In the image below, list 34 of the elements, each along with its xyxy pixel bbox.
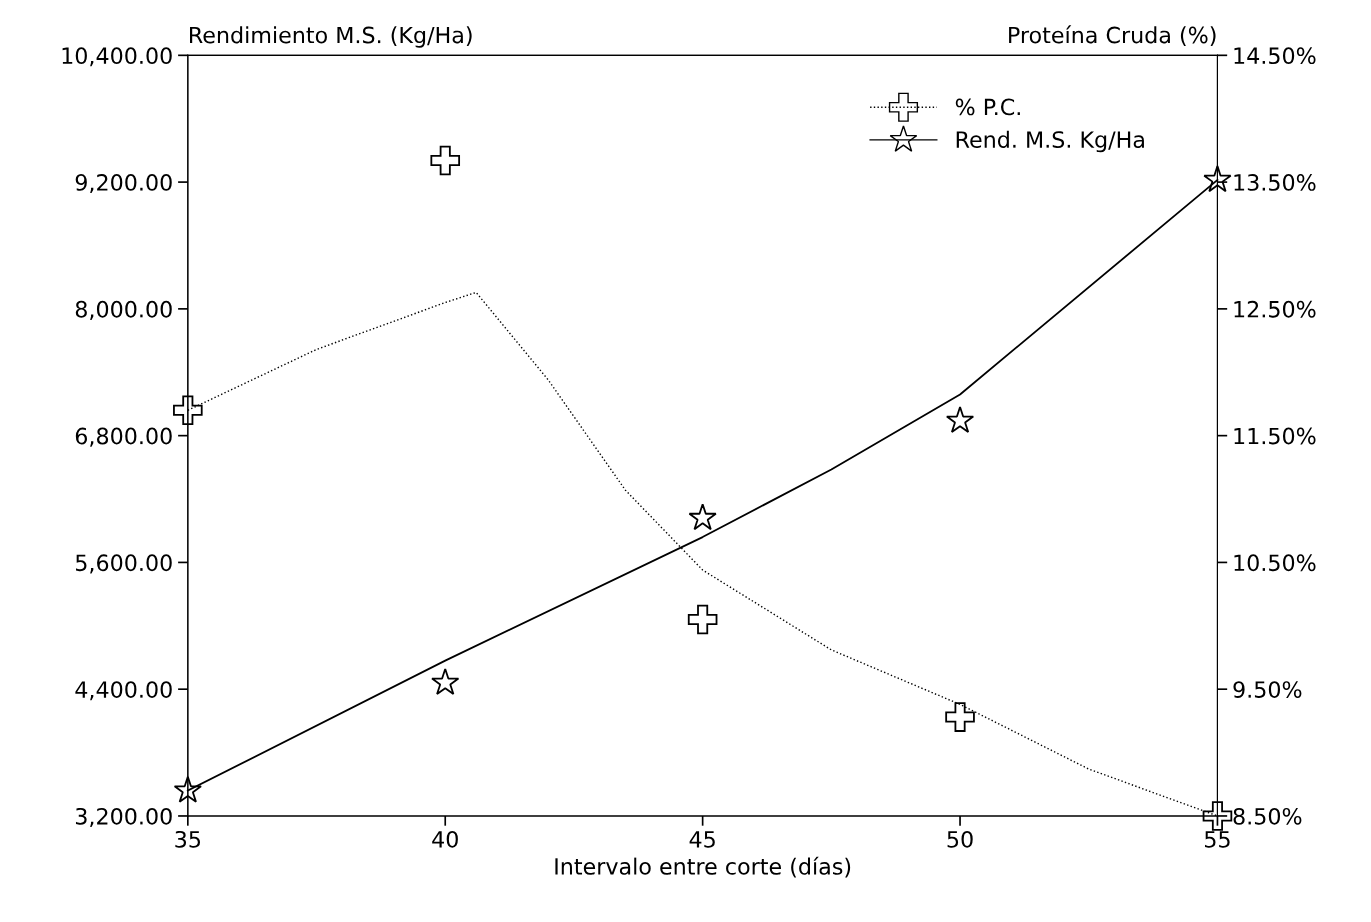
- y2-tick-label: 13.50%: [1234, 174, 1316, 191]
- y-tick-label: 5,600.00: [76, 554, 172, 574]
- x-tick-label: 55: [1205, 831, 1230, 848]
- y-tick-label: 6,800.00: [75, 427, 172, 447]
- y2-tick-label: 14.50%: [1234, 47, 1316, 65]
- y2-axis-title: Proteína Cruda (%): [1009, 25, 1216, 47]
- point: [945, 406, 975, 433]
- y-tick-label: 3,200.00: [75, 807, 172, 827]
- y-tick-label: 4,400.00: [75, 681, 172, 701]
- point: [430, 145, 461, 176]
- y-axis-title: Rendimiento M.S. (Kg/Ha): [190, 26, 472, 48]
- x-axis-title: Intervalo entre corte (días): [555, 856, 851, 878]
- y-tick-label: 8,000.00: [75, 300, 172, 320]
- y-tick-label: 9,200.00: [75, 174, 172, 194]
- x-tick-label: 35: [175, 830, 201, 848]
- point: [173, 775, 202, 803]
- point: [688, 503, 717, 531]
- point: [1203, 165, 1232, 193]
- x-tick-label: 50: [947, 830, 973, 848]
- y2-tick-label: 9.50%: [1233, 681, 1302, 698]
- point: [1202, 801, 1233, 831]
- point: [945, 702, 975, 732]
- x-tick-label: 40: [432, 830, 458, 848]
- legend-label: % P.C.: [955, 98, 1020, 116]
- y2-tick-label: 12.50%: [1234, 300, 1316, 318]
- point: [431, 668, 460, 695]
- x-tick-label: 45: [689, 831, 715, 848]
- y2-tick-label: 8.50%: [1233, 807, 1302, 825]
- point: [173, 395, 203, 426]
- y-tick-label: 10,400.00: [62, 47, 172, 67]
- point: [687, 604, 718, 635]
- y2-tick-label: 11.50%: [1234, 427, 1316, 445]
- legend-label: Rend. M.S. Kg/Ha: [956, 130, 1144, 153]
- y2-tick-label: 10.50%: [1234, 554, 1316, 572]
